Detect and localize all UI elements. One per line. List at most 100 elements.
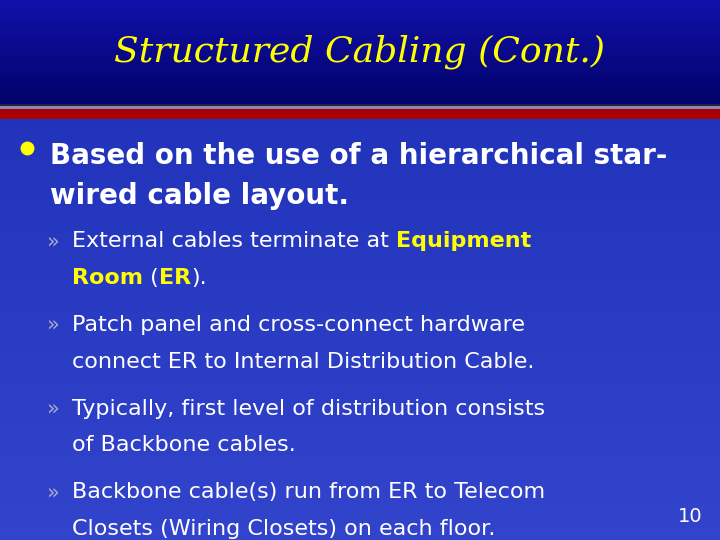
- Bar: [0, 180, 720, 186]
- Bar: [0, 60, 720, 62]
- Bar: [0, 174, 720, 180]
- Bar: [0, 190, 720, 196]
- Bar: [0, 169, 720, 175]
- Text: »: »: [47, 399, 60, 418]
- Bar: [0, 243, 720, 249]
- Bar: [0, 386, 720, 392]
- Bar: [0, 254, 720, 260]
- Bar: [0, 83, 720, 85]
- Bar: [0, 70, 720, 72]
- Bar: [0, 270, 720, 275]
- Bar: [0, 498, 720, 503]
- Bar: [0, 492, 720, 498]
- Bar: [0, 41, 720, 44]
- Bar: [0, 328, 720, 334]
- Bar: [0, 296, 720, 302]
- Bar: [0, 55, 720, 57]
- Bar: [0, 37, 720, 40]
- Bar: [0, 104, 720, 106]
- Bar: [0, 80, 720, 83]
- Bar: [0, 104, 720, 106]
- Bar: [0, 275, 720, 281]
- Bar: [0, 376, 720, 382]
- Text: »: »: [47, 231, 60, 251]
- Bar: [0, 43, 720, 45]
- Bar: [0, 212, 720, 217]
- Bar: [0, 66, 720, 68]
- Bar: [0, 318, 720, 323]
- Text: connect ER to Internal Distribution Cable.: connect ER to Internal Distribution Cabl…: [72, 352, 534, 372]
- Bar: [0, 109, 720, 111]
- Bar: [0, 185, 720, 191]
- Bar: [0, 98, 720, 100]
- Bar: [0, 519, 720, 525]
- Bar: [0, 84, 720, 87]
- Text: 10: 10: [678, 508, 702, 526]
- Bar: [0, 51, 720, 53]
- Bar: [0, 159, 720, 164]
- Text: External cables terminate at: External cables terminate at: [72, 231, 396, 251]
- Bar: [0, 28, 720, 30]
- Bar: [0, 429, 720, 435]
- Text: »: »: [47, 315, 60, 335]
- Bar: [0, 71, 720, 73]
- Bar: [0, 503, 720, 509]
- Bar: [0, 99, 720, 102]
- Bar: [0, 339, 720, 345]
- Bar: [0, 15, 720, 17]
- Bar: [0, 312, 720, 318]
- Bar: [0, 2, 720, 4]
- Bar: [0, 109, 720, 119]
- Bar: [0, 143, 720, 148]
- Bar: [0, 75, 720, 77]
- Text: Closets (Wiring Closets) on each floor.: Closets (Wiring Closets) on each floor.: [72, 519, 495, 539]
- Bar: [0, 450, 720, 456]
- Text: wired cable layout.: wired cable layout.: [50, 183, 349, 211]
- Bar: [0, 26, 720, 28]
- Bar: [0, 222, 720, 228]
- Bar: [0, 217, 720, 222]
- Bar: [0, 408, 720, 414]
- Bar: [0, 16, 720, 19]
- Bar: [0, 195, 720, 201]
- Bar: [0, 31, 720, 34]
- Text: ).: ).: [191, 268, 207, 288]
- Bar: [0, 365, 720, 371]
- Bar: [0, 3, 720, 5]
- Bar: [0, 64, 720, 66]
- Text: Backbone cable(s) run from ER to Telecom: Backbone cable(s) run from ER to Telecom: [72, 482, 545, 502]
- Bar: [0, 79, 720, 81]
- Bar: [0, 482, 720, 488]
- Bar: [0, 476, 720, 482]
- Bar: [0, 238, 720, 244]
- Bar: [0, 73, 720, 76]
- Bar: [0, 0, 720, 2]
- Bar: [0, 86, 720, 89]
- Bar: [0, 164, 720, 170]
- Text: »: »: [47, 482, 60, 502]
- Bar: [0, 96, 720, 98]
- Bar: [0, 381, 720, 387]
- Text: Patch panel and cross-connect hardware: Patch panel and cross-connect hardware: [72, 315, 525, 335]
- Bar: [0, 22, 720, 24]
- Bar: [0, 13, 720, 15]
- Bar: [0, 105, 720, 112]
- Bar: [0, 248, 720, 254]
- Bar: [0, 56, 720, 58]
- Text: Based on the use of a hierarchical star-: Based on the use of a hierarchical star-: [50, 142, 667, 170]
- Bar: [0, 47, 720, 49]
- Bar: [0, 20, 720, 23]
- Bar: [0, 434, 720, 440]
- Text: Room: Room: [72, 268, 143, 288]
- Bar: [0, 9, 720, 11]
- Bar: [0, 291, 720, 297]
- Bar: [0, 105, 720, 108]
- Bar: [0, 423, 720, 429]
- Bar: [0, 471, 720, 477]
- Bar: [0, 102, 720, 104]
- Bar: [0, 307, 720, 313]
- Bar: [0, 45, 720, 47]
- Bar: [0, 466, 720, 471]
- Bar: [0, 58, 720, 60]
- Bar: [0, 280, 720, 286]
